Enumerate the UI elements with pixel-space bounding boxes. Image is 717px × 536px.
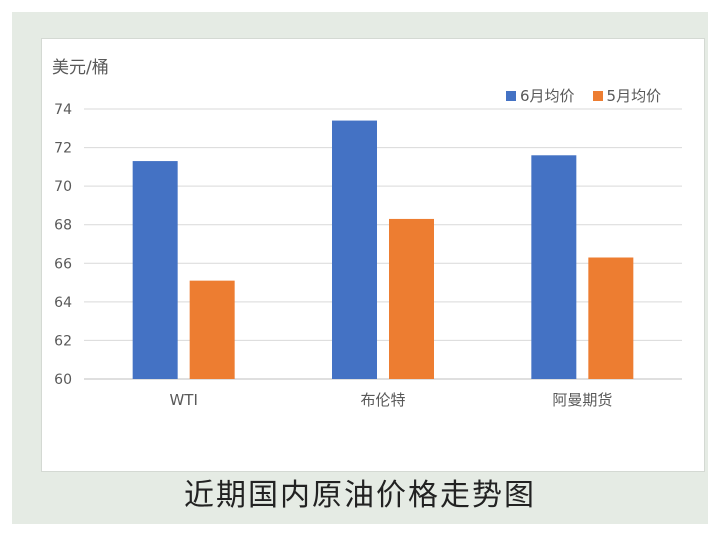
chart-frame: 美元/桶 6月均价 5月均价 60 62 64 66 68 70 72 74 WTI 布伦特 阿曼期… <box>12 12 708 524</box>
x-tick-label: 布伦特 <box>360 391 405 409</box>
y-tick-label: 62 <box>54 333 72 349</box>
bar-1-1 <box>132 161 178 379</box>
legend-swatch-series2 <box>592 90 603 101</box>
x-tick-label: 阿曼期货 <box>552 391 612 409</box>
y-tick-label: 72 <box>54 141 72 157</box>
y-tick-label: 74 <box>54 102 72 118</box>
y-tick-label: 68 <box>54 218 72 234</box>
bar-chart: 60 62 64 66 68 70 72 74 WTI 布伦特 阿曼期货 <box>54 102 682 409</box>
legend-label-series2: 5月均价 <box>606 87 662 105</box>
legend-item-series2: 5月均价 <box>592 85 662 106</box>
y-tick-label: 70 <box>54 179 72 195</box>
legend: 6月均价 5月均价 <box>506 85 661 106</box>
legend-swatch-series1 <box>506 90 516 101</box>
bar-2-3 <box>588 257 634 379</box>
y-tick-label: 66 <box>54 256 72 272</box>
y-axis-label: 美元/桶 <box>52 58 109 78</box>
legend-item-series1: 6月均价 <box>506 85 575 106</box>
figure-caption: 近期国内原油价格走势图 <box>184 478 536 513</box>
x-tick-label: WTI <box>169 391 197 409</box>
bar-2-1 <box>189 280 235 379</box>
bar-2-2 <box>389 218 434 379</box>
legend-label-series1: 6月均价 <box>520 87 575 105</box>
chart-panel: 美元/桶 6月均价 5月均价 60 62 64 66 68 70 72 74 WTI 布伦特 阿曼期… <box>41 38 705 472</box>
y-tick-label: 64 <box>54 295 72 311</box>
bar-1-3 <box>531 155 577 379</box>
y-tick-label: 60 <box>54 372 72 388</box>
bar-1-2 <box>332 120 377 380</box>
